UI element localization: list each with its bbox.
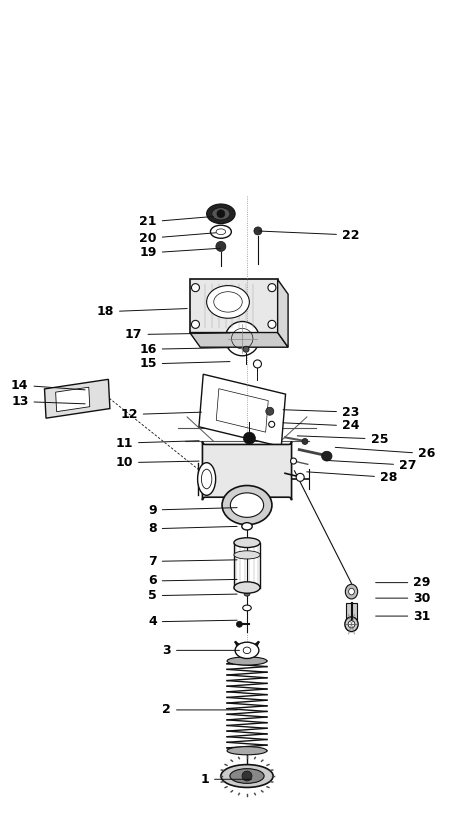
Text: 11: 11 [115,437,199,450]
Text: 24: 24 [283,419,360,432]
Text: 13: 13 [11,395,85,408]
Circle shape [254,360,261,368]
Text: 15: 15 [139,357,230,370]
Ellipse shape [222,486,272,525]
Ellipse shape [243,605,251,610]
Circle shape [254,227,262,235]
Text: 14: 14 [11,379,85,392]
Text: 3: 3 [162,644,239,657]
Bar [346,603,357,621]
Text: 23: 23 [283,406,360,419]
Circle shape [237,621,242,628]
Text: 8: 8 [148,522,237,535]
Text: 29: 29 [376,576,431,589]
Ellipse shape [201,469,212,489]
Ellipse shape [244,504,250,511]
Text: 31: 31 [376,610,431,623]
Ellipse shape [235,642,259,659]
Polygon shape [56,387,90,411]
Text: 30: 30 [376,592,431,605]
Text: 16: 16 [139,343,230,356]
Circle shape [268,284,276,291]
Circle shape [191,321,200,328]
Ellipse shape [221,765,273,787]
Text: 26: 26 [335,447,436,460]
Text: 2: 2 [162,703,237,716]
Ellipse shape [322,451,332,461]
Circle shape [269,421,275,428]
Circle shape [242,771,252,781]
Bar [190,279,277,333]
Ellipse shape [243,647,251,654]
Text: 10: 10 [115,456,199,469]
Text: 19: 19 [139,246,220,259]
Ellipse shape [227,747,267,755]
Text: 9: 9 [148,503,237,517]
Text: 27: 27 [326,459,417,472]
Ellipse shape [207,204,235,224]
Text: 20: 20 [139,232,216,245]
Circle shape [266,407,274,415]
Ellipse shape [225,322,259,356]
FancyBboxPatch shape [202,441,292,500]
Circle shape [296,473,304,481]
Ellipse shape [345,617,358,632]
Ellipse shape [212,208,230,220]
Polygon shape [199,375,285,446]
Ellipse shape [207,286,249,318]
Ellipse shape [349,588,354,595]
Circle shape [243,346,249,353]
Text: 17: 17 [125,328,230,341]
Polygon shape [45,379,110,418]
Ellipse shape [198,463,216,495]
Polygon shape [277,279,288,348]
Ellipse shape [234,538,260,548]
Text: 21: 21 [139,215,213,228]
Ellipse shape [230,493,264,517]
Circle shape [243,432,256,444]
Text: 22: 22 [259,228,360,242]
Circle shape [217,210,225,218]
Ellipse shape [348,620,355,628]
Text: 4: 4 [148,615,237,628]
Circle shape [291,458,296,464]
Ellipse shape [227,657,267,665]
Circle shape [302,438,308,445]
Text: 5: 5 [148,589,237,602]
Text: 6: 6 [148,574,237,588]
Text: 12: 12 [120,408,201,421]
Polygon shape [190,333,288,348]
Circle shape [268,321,276,328]
Text: 28: 28 [307,471,398,484]
Ellipse shape [345,584,358,599]
Text: 7: 7 [148,555,237,568]
Ellipse shape [230,769,264,783]
Ellipse shape [242,522,252,530]
Text: 1: 1 [200,773,251,786]
Circle shape [191,284,200,291]
Circle shape [216,242,226,251]
Text: 25: 25 [297,432,388,446]
Ellipse shape [234,582,260,593]
Ellipse shape [234,551,260,559]
Ellipse shape [210,225,231,238]
Text: 18: 18 [96,305,187,318]
Ellipse shape [244,592,250,596]
